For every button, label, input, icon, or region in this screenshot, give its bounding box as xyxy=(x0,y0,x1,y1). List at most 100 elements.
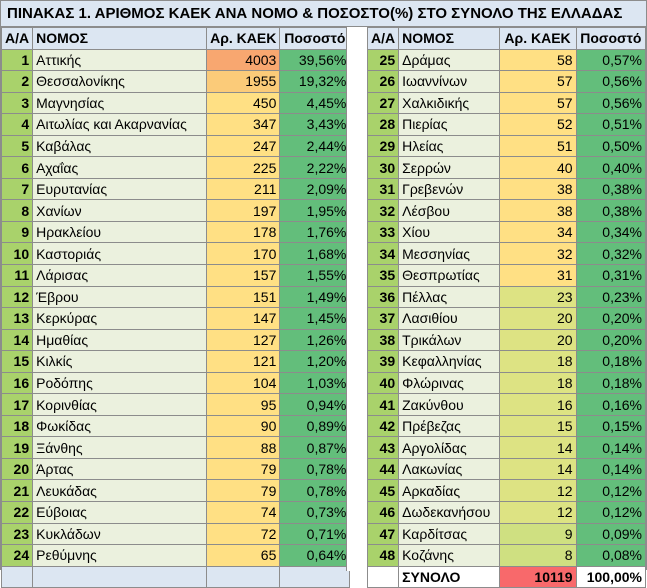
row-number-cell[interactable]: 36 xyxy=(366,285,400,309)
row-number-cell[interactable]: 26 xyxy=(366,70,400,93)
count-cell[interactable]: 32 xyxy=(498,242,577,266)
count-cell[interactable]: 65 xyxy=(206,544,281,567)
count-cell[interactable]: 170 xyxy=(206,242,281,266)
row-number-cell[interactable]: 24 xyxy=(0,544,34,567)
row-number-cell[interactable]: 46 xyxy=(366,501,400,524)
count-cell[interactable]: 23 xyxy=(498,285,577,309)
prefecture-cell[interactable]: Ημαθίας xyxy=(32,328,208,352)
header-name[interactable]: ΝΟΜΟΣ xyxy=(32,27,208,50)
row-number-cell[interactable]: 35 xyxy=(366,264,400,287)
percent-cell[interactable]: 0,38% xyxy=(575,177,647,201)
prefecture-cell[interactable]: Καρδίτσας xyxy=(398,522,500,546)
row-number-cell[interactable]: 43 xyxy=(366,436,400,459)
count-cell[interactable]: 72 xyxy=(206,522,281,546)
header-count[interactable]: Αρ. ΚΑΕΚ xyxy=(498,27,577,50)
count-cell[interactable]: 197 xyxy=(206,199,281,222)
count-cell[interactable]: 15 xyxy=(498,414,577,438)
count-cell[interactable]: 79 xyxy=(206,457,281,481)
row-number-cell[interactable]: 31 xyxy=(366,177,400,201)
empty-cell[interactable] xyxy=(206,565,281,588)
row-number-cell[interactable]: 39 xyxy=(366,350,400,373)
prefecture-cell[interactable]: Πιερίας xyxy=(398,113,500,136)
count-cell[interactable]: 4003 xyxy=(206,48,281,72)
prefecture-cell[interactable]: Ρεθύμνης xyxy=(32,544,208,567)
prefecture-cell[interactable]: Καστοριάς xyxy=(32,242,208,266)
percent-cell[interactable]: 0,15% xyxy=(575,414,647,438)
percent-cell[interactable]: 2,09% xyxy=(279,177,351,201)
percent-cell[interactable]: 1,68% xyxy=(279,242,351,266)
prefecture-cell[interactable]: Κυκλάδων xyxy=(32,522,208,546)
row-number-cell[interactable]: 25 xyxy=(366,48,400,72)
prefecture-cell[interactable]: Αττικής xyxy=(32,48,208,72)
percent-cell[interactable]: 4,45% xyxy=(279,91,351,115)
count-cell[interactable]: 57 xyxy=(498,91,577,115)
row-number-cell[interactable]: 16 xyxy=(0,371,34,395)
prefecture-cell[interactable]: Λασιθίου xyxy=(398,307,500,330)
count-cell[interactable]: 58 xyxy=(498,48,577,72)
percent-cell[interactable]: 2,22% xyxy=(279,156,351,179)
row-number-cell[interactable]: 20 xyxy=(0,457,34,481)
row-number-cell[interactable]: 7 xyxy=(0,177,34,201)
row-number-cell[interactable]: 8 xyxy=(0,199,34,222)
percent-cell[interactable]: 1,20% xyxy=(279,350,351,373)
count-cell[interactable]: 52 xyxy=(498,113,577,136)
percent-cell[interactable]: 0,23% xyxy=(575,285,647,309)
row-number-cell[interactable]: 21 xyxy=(0,479,34,503)
percent-cell[interactable]: 0,14% xyxy=(575,436,647,459)
count-cell[interactable]: 95 xyxy=(206,393,281,416)
row-number-cell[interactable]: 5 xyxy=(0,134,34,158)
percent-cell[interactable]: 0,56% xyxy=(575,91,647,115)
prefecture-cell[interactable]: Έβρου xyxy=(32,285,208,309)
prefecture-cell[interactable]: Ευρυτανίας xyxy=(32,177,208,201)
row-number-cell[interactable]: 11 xyxy=(0,264,34,287)
prefecture-cell[interactable]: Χανίων xyxy=(32,199,208,222)
row-number-cell[interactable]: 10 xyxy=(0,242,34,266)
count-cell[interactable]: 121 xyxy=(206,350,281,373)
prefecture-cell[interactable]: Αρκαδίας xyxy=(398,479,500,503)
percent-cell[interactable]: 0,87% xyxy=(279,436,351,459)
percent-cell[interactable]: 1,76% xyxy=(279,220,351,244)
count-cell[interactable]: 12 xyxy=(498,501,577,524)
count-cell[interactable]: 20 xyxy=(498,307,577,330)
percent-cell[interactable]: 0,73% xyxy=(279,501,351,524)
count-cell[interactable]: 8 xyxy=(498,544,577,567)
row-number-cell[interactable]: 44 xyxy=(366,457,400,481)
percent-cell[interactable]: 1,49% xyxy=(279,285,351,309)
row-number-cell[interactable]: 15 xyxy=(0,350,34,373)
row-number-cell[interactable]: 27 xyxy=(366,91,400,115)
percent-cell[interactable]: 0,16% xyxy=(575,393,647,416)
header-pct[interactable]: Ποσοστό xyxy=(279,27,351,50)
row-number-cell[interactable]: 34 xyxy=(366,242,400,266)
prefecture-cell[interactable]: Δωδεκανήσου xyxy=(398,501,500,524)
empty-cell[interactable] xyxy=(366,565,400,588)
count-cell[interactable]: 18 xyxy=(498,371,577,395)
percent-cell[interactable]: 0,89% xyxy=(279,414,351,438)
prefecture-cell[interactable]: Καβάλας xyxy=(32,134,208,158)
row-number-cell[interactable]: 6 xyxy=(0,156,34,179)
prefecture-cell[interactable]: Ιωαννίνων xyxy=(398,70,500,93)
count-cell[interactable]: 9 xyxy=(498,522,577,546)
percent-cell[interactable]: 0,71% xyxy=(279,522,351,546)
prefecture-cell[interactable]: Κιλκίς xyxy=(32,350,208,373)
prefecture-cell[interactable]: Φλώρινας xyxy=(398,371,500,395)
count-cell[interactable]: 51 xyxy=(498,134,577,158)
count-cell[interactable]: 34 xyxy=(498,220,577,244)
row-number-cell[interactable]: 42 xyxy=(366,414,400,438)
prefecture-cell[interactable]: Λέσβου xyxy=(398,199,500,222)
row-number-cell[interactable]: 1 xyxy=(0,48,34,72)
prefecture-cell[interactable]: Χαλκιδικής xyxy=(398,91,500,115)
prefecture-cell[interactable]: Λάρισας xyxy=(32,264,208,287)
prefecture-cell[interactable]: Δράμας xyxy=(398,48,500,72)
percent-cell[interactable]: 19,32% xyxy=(279,70,351,93)
percent-cell[interactable]: 0,12% xyxy=(575,501,647,524)
count-cell[interactable]: 104 xyxy=(206,371,281,395)
header-count[interactable]: Αρ. ΚΑΕΚ xyxy=(206,27,281,50)
percent-cell[interactable]: 0,12% xyxy=(575,479,647,503)
prefecture-cell[interactable]: Ηρακλείου xyxy=(32,220,208,244)
prefecture-cell[interactable]: Ροδόπης xyxy=(32,371,208,395)
row-number-cell[interactable]: 45 xyxy=(366,479,400,503)
total-count[interactable]: 10119 xyxy=(498,565,577,588)
percent-cell[interactable]: 0,20% xyxy=(575,328,647,352)
header-aa[interactable]: Α/Α xyxy=(0,27,34,50)
count-cell[interactable]: 247 xyxy=(206,134,281,158)
